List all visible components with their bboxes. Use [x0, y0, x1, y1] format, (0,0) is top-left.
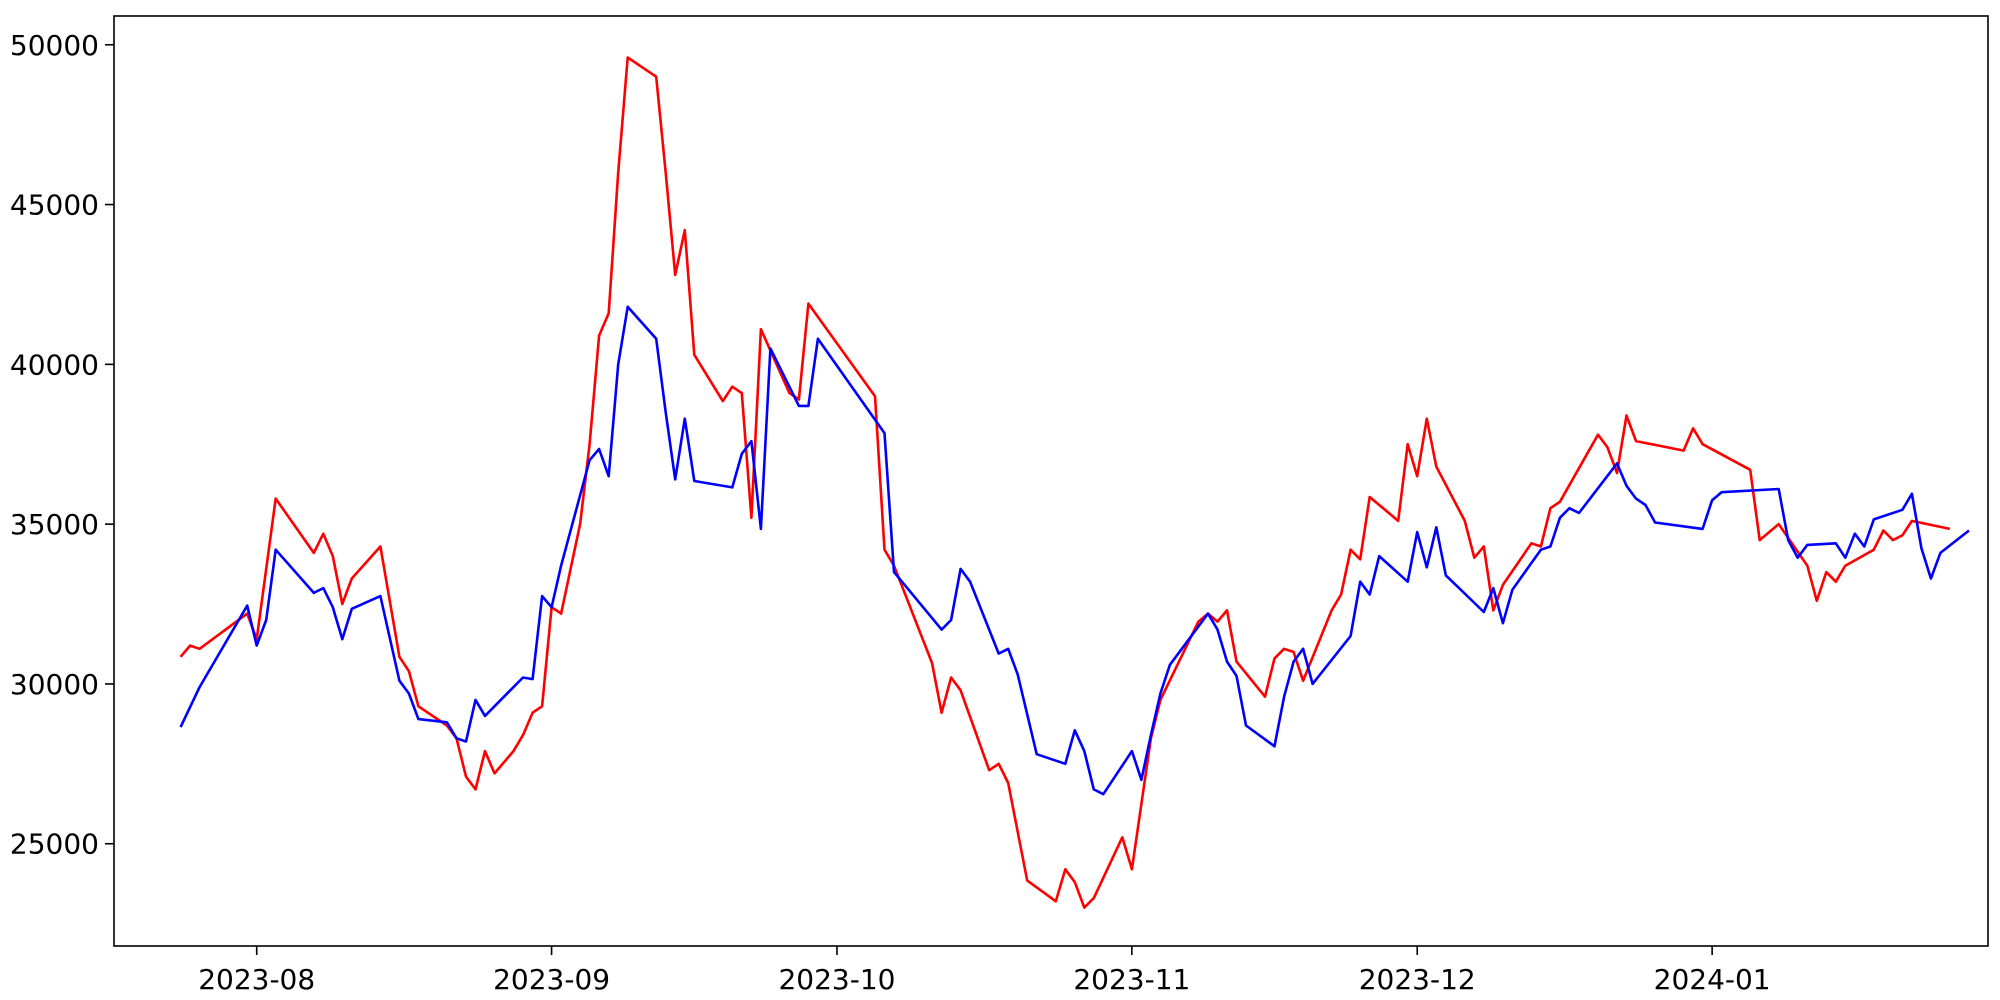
series-line-1	[179, 56, 1951, 909]
y-tick-label: 35000	[10, 508, 99, 541]
series-layer	[179, 56, 1970, 909]
x-tick-label: 2023-10	[778, 963, 895, 996]
x-tick-label: 2024-01	[1654, 963, 1771, 996]
y-tick-label: 45000	[10, 189, 99, 222]
y-axis: 25000 30000 35000 40000 45000 50000	[10, 29, 114, 861]
plot-area-frame	[113, 15, 1989, 947]
y-tick-label: 50000	[10, 29, 99, 62]
series-line-2	[179, 305, 1970, 796]
x-tick-label: 2023-08	[198, 963, 315, 996]
x-tick-label: 2023-12	[1359, 963, 1476, 996]
y-tick-label: 30000	[10, 668, 99, 701]
y-tick-label: 25000	[10, 828, 99, 861]
x-tick-label: 2023-09	[493, 963, 610, 996]
x-tick-label: 2023-11	[1073, 963, 1190, 996]
x-axis: 2023-08 2023-09 2023-10 2023-11 2023-12 2024-…	[198, 946, 1771, 996]
y-tick-label: 40000	[10, 348, 99, 381]
